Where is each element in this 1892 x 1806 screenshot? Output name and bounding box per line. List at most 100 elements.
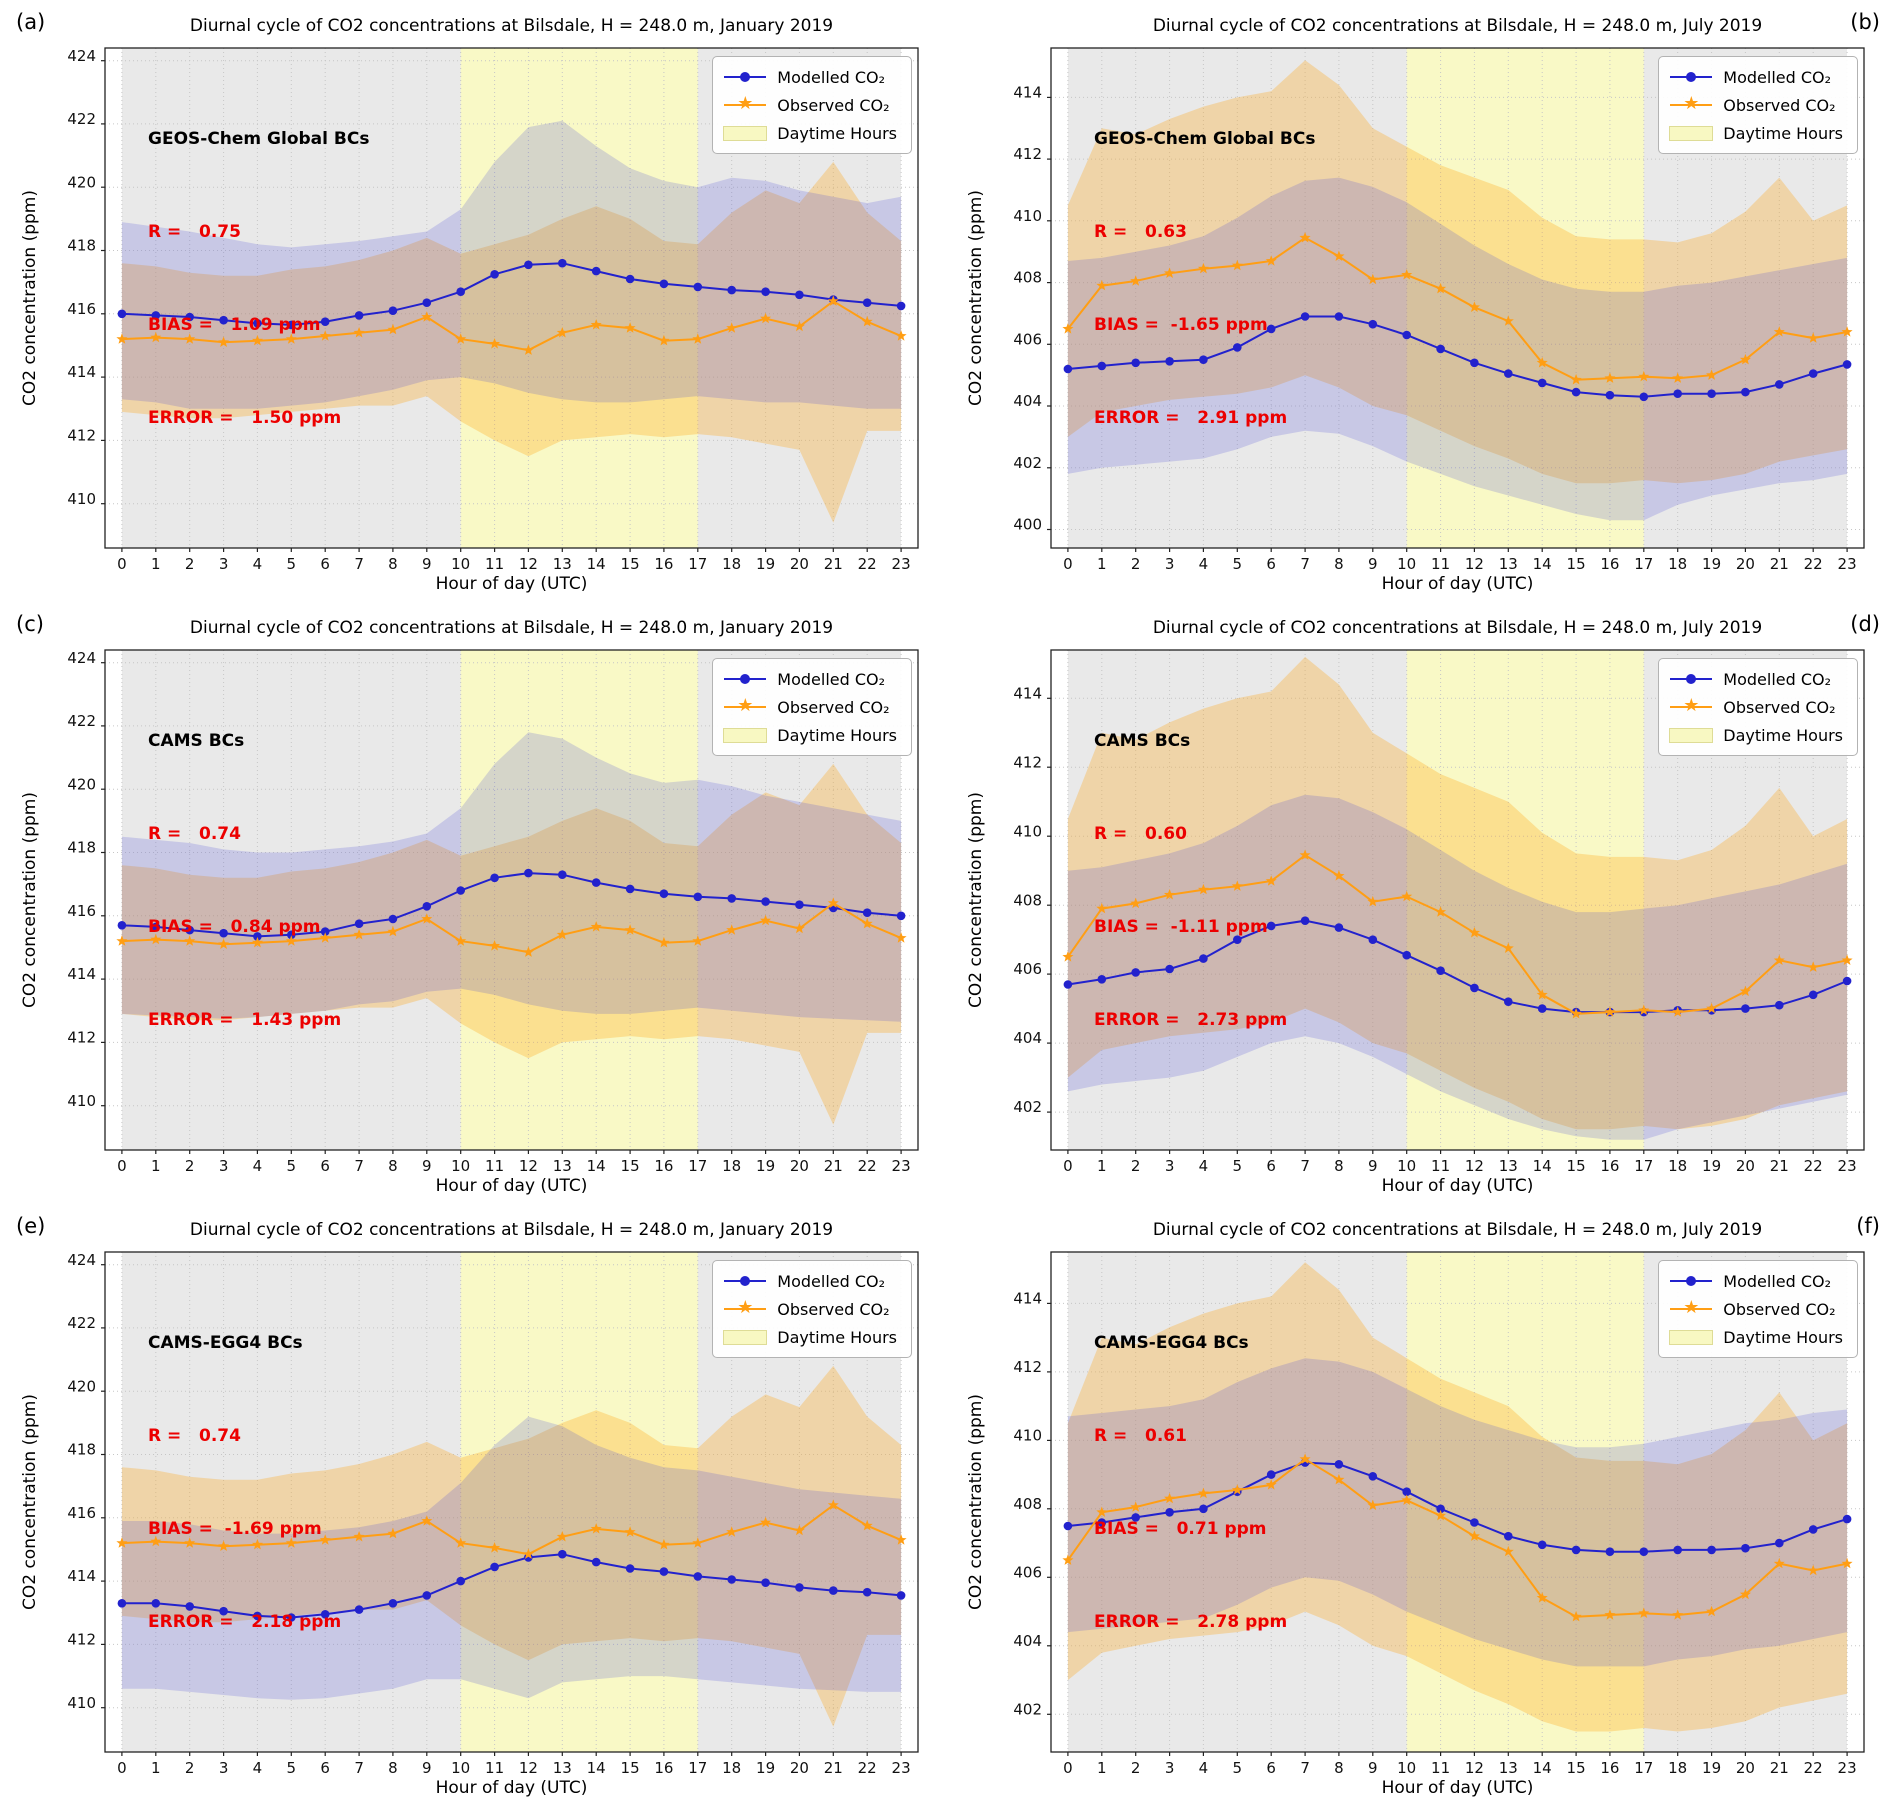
chart-title: Diurnal cycle of CO2 concentrations at B… — [1152, 16, 1763, 36]
bias-value-text: BIAS = -1.11 ppm — [1094, 917, 1268, 937]
svg-text:13: 13 — [553, 1157, 572, 1175]
svg-text:1: 1 — [151, 1759, 161, 1777]
series-markers — [116, 1499, 907, 1559]
legend-item-daytime: Daytime Hours — [1669, 119, 1843, 147]
svg-text:20: 20 — [790, 555, 809, 573]
svg-text:422: 422 — [67, 110, 96, 128]
svg-text:23: 23 — [892, 1157, 911, 1175]
svg-text:6: 6 — [1266, 555, 1276, 573]
daytime-shading — [1406, 650, 1644, 1150]
svg-text:13: 13 — [1499, 1157, 1518, 1175]
error-value-text: ERROR = 2.18 ppm — [148, 1612, 342, 1632]
svg-text:5: 5 — [287, 1759, 297, 1777]
axis-ticks — [101, 1264, 902, 1756]
svg-text:22: 22 — [858, 1157, 877, 1175]
svg-text:7: 7 — [354, 555, 364, 573]
series-line — [1067, 853, 1848, 1015]
svg-text:412: 412 — [67, 426, 96, 444]
legend-label-observed: Observed CO₂ — [777, 95, 890, 115]
svg-text:21: 21 — [1770, 555, 1789, 573]
plot-frame — [1050, 649, 1865, 1151]
observed-line-sample: ★ — [1669, 697, 1713, 716]
svg-text:10: 10 — [451, 1759, 470, 1777]
svg-text:414: 414 — [1013, 83, 1042, 101]
legend-label-daytime: Daytime Hours — [777, 1327, 897, 1347]
svg-text:13: 13 — [1499, 1759, 1518, 1777]
svg-text:410: 410 — [67, 1092, 96, 1110]
error-value-text: ERROR = 2.73 ppm — [1094, 1010, 1288, 1030]
svg-text:14: 14 — [587, 555, 606, 573]
circle-marker-icon — [1686, 674, 1697, 684]
observed-line-sample: ★ — [1669, 1299, 1713, 1318]
svg-text:20: 20 — [1736, 1157, 1755, 1175]
svg-text:6: 6 — [320, 1157, 330, 1175]
circle-marker-icon — [740, 674, 751, 684]
star-marker-icon: ★ — [737, 695, 754, 717]
bias-value-text: BIAS = 0.71 ppm — [1094, 1519, 1267, 1539]
svg-text:8: 8 — [1334, 1157, 1344, 1175]
svg-text:21: 21 — [1770, 1759, 1789, 1777]
svg-text:13: 13 — [553, 1759, 572, 1777]
series-markers — [117, 258, 906, 330]
svg-text:15: 15 — [621, 1157, 640, 1175]
chart-panel: 0 1 2 3 4 5 6 7 8 9 10 11 12 13 14 15 16 17 18 19 20 21 22 23 41… — [0, 602, 946, 1204]
svg-text:18: 18 — [1668, 555, 1687, 573]
svg-text:6: 6 — [1266, 1759, 1276, 1777]
svg-text:23: 23 — [1838, 1759, 1857, 1777]
legend-label-observed: Observed CO₂ — [1723, 95, 1836, 115]
svg-text:12: 12 — [519, 1157, 538, 1175]
svg-text:16: 16 — [654, 1157, 673, 1175]
svg-text:418: 418 — [67, 237, 96, 255]
svg-text:2: 2 — [1131, 1759, 1141, 1777]
x-axis-label: Hour of day (UTC) — [435, 1176, 588, 1196]
svg-text:400: 400 — [1013, 516, 1042, 534]
star-marker-icon: ★ — [737, 1297, 754, 1319]
x-axis-label: Hour of day (UTC) — [1381, 574, 1534, 594]
svg-text:17: 17 — [1634, 1759, 1653, 1777]
legend-item-observed: ★ Observed CO₂ — [1669, 91, 1843, 119]
chart-panel: 0 1 2 3 4 5 6 7 8 9 10 11 12 13 14 15 16 17 18 19 20 21 22 23 40… — [946, 602, 1892, 1204]
chart-panel: 0 1 2 3 4 5 6 7 8 9 10 11 12 13 14 15 16 17 18 19 20 21 22 23 41… — [0, 0, 946, 602]
svg-text:5: 5 — [1233, 1759, 1243, 1777]
svg-text:20: 20 — [1736, 1759, 1755, 1777]
x-axis-label: Hour of day (UTC) — [1381, 1176, 1534, 1196]
svg-text:21: 21 — [824, 1759, 843, 1777]
svg-text:7: 7 — [354, 1759, 364, 1777]
series-line — [121, 262, 902, 326]
svg-text:20: 20 — [790, 1157, 809, 1175]
series-line — [1067, 919, 1848, 1014]
series-markers — [1063, 312, 1852, 402]
boundary-condition-name: GEOS-Chem Global BCs — [148, 129, 370, 149]
svg-text:5: 5 — [287, 555, 297, 573]
legend-item-modelled: Modelled CO₂ — [723, 665, 897, 693]
svg-text:3: 3 — [219, 555, 229, 573]
legend-item-daytime: Daytime Hours — [723, 119, 897, 147]
daytime-shading — [460, 650, 698, 1150]
svg-text:15: 15 — [1567, 1157, 1586, 1175]
series-line — [121, 901, 902, 954]
svg-text:2: 2 — [1131, 555, 1141, 573]
svg-text:12: 12 — [1465, 1157, 1484, 1175]
legend-item-modelled: Modelled CO₂ — [723, 1267, 897, 1295]
legend-item-modelled: Modelled CO₂ — [723, 63, 897, 91]
svg-text:412: 412 — [67, 1630, 96, 1648]
svg-text:7: 7 — [354, 1157, 364, 1175]
panel-index-label: (a) — [16, 10, 46, 34]
error-value-text: ERROR = 2.91 ppm — [1094, 408, 1288, 428]
svg-text:4: 4 — [1199, 555, 1209, 573]
svg-text:15: 15 — [621, 555, 640, 573]
gridlines — [105, 650, 918, 1150]
svg-text:7: 7 — [1300, 555, 1310, 573]
plot-frame — [104, 1251, 919, 1753]
observed-line-sample: ★ — [1669, 95, 1713, 114]
svg-text:12: 12 — [519, 555, 538, 573]
svg-text:12: 12 — [1465, 1759, 1484, 1777]
chart-title: Diurnal cycle of CO2 concentrations at B… — [189, 1220, 834, 1240]
svg-text:0: 0 — [117, 1157, 127, 1175]
circle-marker-icon — [1686, 1276, 1697, 1286]
svg-text:22: 22 — [1804, 1157, 1823, 1175]
svg-text:1: 1 — [1097, 1157, 1107, 1175]
svg-text:17: 17 — [1634, 555, 1653, 573]
series-markers — [116, 897, 907, 957]
boundary-condition-name: GEOS-Chem Global BCs — [1094, 129, 1316, 149]
